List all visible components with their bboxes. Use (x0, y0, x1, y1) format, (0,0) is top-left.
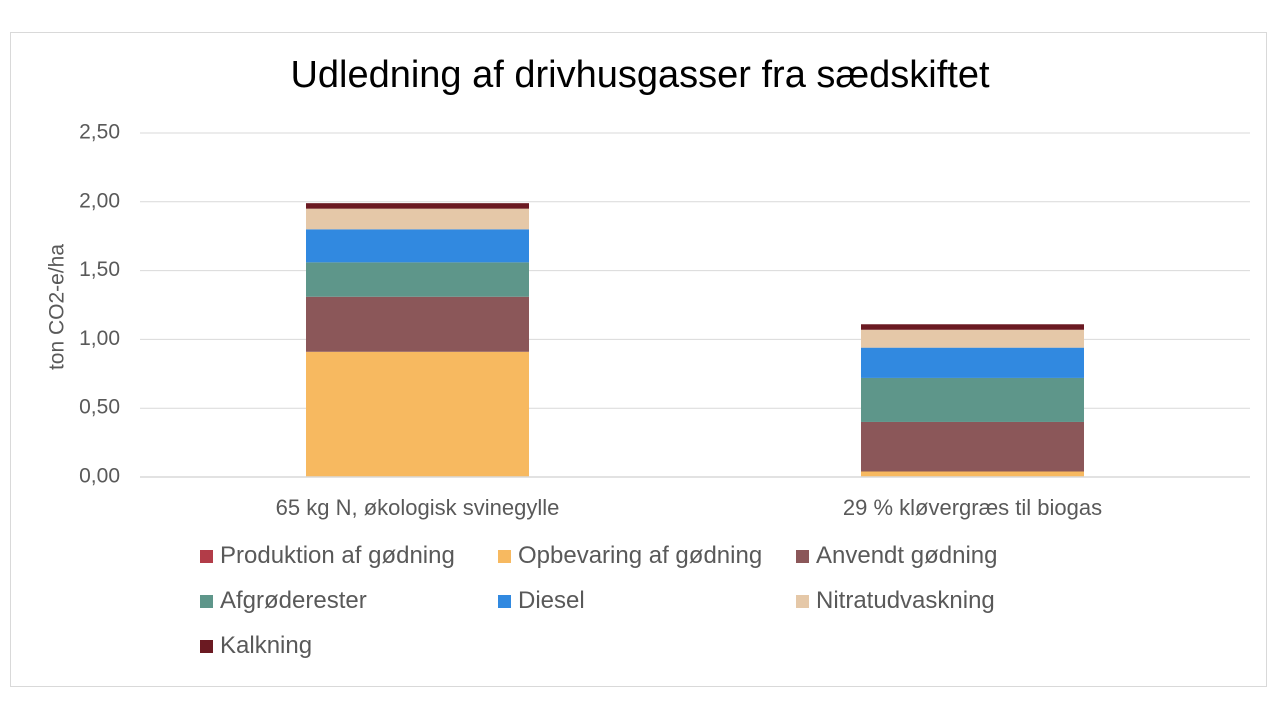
bar-segment (861, 377, 1084, 422)
bar-segment (306, 203, 529, 209)
legend-item: Opbevaring af gødning (498, 542, 762, 570)
legend-item: Anvendt gødning (796, 542, 997, 570)
legend-label: Diesel (518, 587, 585, 614)
y-tick-label: 1,50 (79, 258, 120, 281)
legend-swatch (200, 639, 213, 653)
legend-item: Diesel (498, 587, 585, 615)
legend-item: Produktion af gødning (200, 542, 455, 570)
legend-swatch (200, 549, 213, 563)
chart-title: Udledning af drivhusgasser fra sædskifte… (290, 54, 990, 96)
bar-segment (306, 208, 529, 230)
legend-item: Afgrøderester (200, 587, 367, 615)
legend-swatch (796, 594, 809, 608)
legend-item: Kalkning (200, 632, 312, 660)
category-label: 65 kg N, økologisk svinegylle (276, 495, 560, 520)
bar-segment (861, 421, 1084, 472)
y-tick-label: 0,50 (79, 396, 120, 419)
category-labels: 65 kg N, økologisk svinegylle 29 % kløver… (276, 495, 1102, 520)
legend-label: Afgrøderester (220, 587, 367, 614)
bars (140, 203, 1250, 478)
legend-item: Nitratudvaskning (796, 587, 995, 615)
bar-segment (861, 347, 1084, 378)
bar-segment (861, 329, 1084, 348)
legend-swatch (200, 594, 213, 608)
legend-label: Kalkning (220, 632, 313, 659)
bar-segment (306, 262, 529, 297)
y-tick-labels: 0,00 0,50 1,00 1,50 2,00 2,50 (79, 121, 120, 488)
bar-segment (306, 229, 529, 263)
legend-label: Nitratudvaskning (816, 587, 995, 614)
bar-segment (306, 351, 529, 477)
y-axis-title: ton CO2-e/ha (46, 244, 69, 370)
legend-swatch (498, 549, 511, 563)
legend-swatch (796, 549, 809, 563)
y-tick-label: 2,00 (79, 189, 120, 212)
legend-label: Opbevaring af gødning (518, 542, 763, 569)
bar-segment (861, 471, 1084, 477)
category-label: 29 % kløvergræs til biogas (843, 495, 1102, 520)
bar-segment (306, 296, 529, 352)
y-tick-label: 1,00 (79, 327, 120, 350)
y-tick-label: 2,50 (79, 121, 120, 144)
legend-label: Produktion af gødning (220, 542, 455, 569)
legend-swatch (498, 594, 511, 608)
bar-segment (861, 324, 1084, 330)
y-tick-label: 0,00 (79, 465, 120, 488)
legend-label: Anvendt gødning (816, 542, 998, 569)
